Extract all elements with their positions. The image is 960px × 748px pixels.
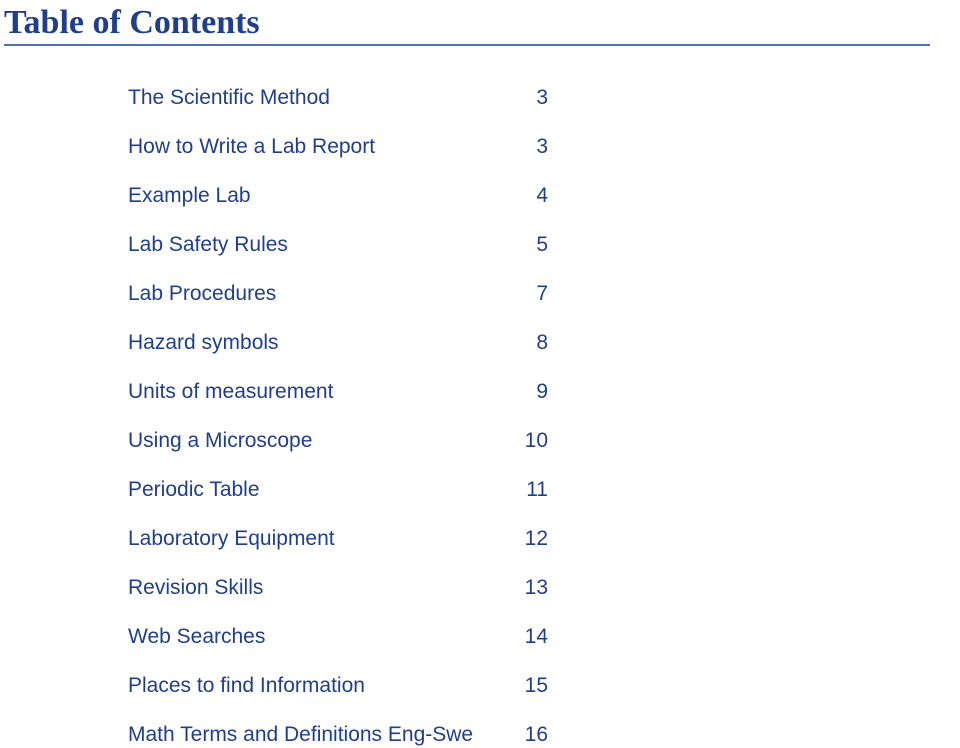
toc-entry-label: The Scientific Method [128,86,330,110]
toc-entry-page: 5 [508,233,548,257]
toc-entry-page: 3 [508,135,548,159]
toc-entry: Laboratory Equipment 12 [128,527,548,551]
toc-entry-label: Using a Microscope [128,429,312,453]
toc-entry: Hazard symbols 8 [128,331,548,355]
toc-entry: Places to find Information 15 [128,674,548,698]
toc-entry: Revision Skills 13 [128,576,548,600]
toc-entry: Example Lab 4 [128,184,548,208]
toc-entry-page: 16 [508,723,548,747]
toc-entry-page: 10 [508,429,548,453]
toc-entry-label: Math Terms and Definitions Eng-Swe [128,723,473,747]
toc-entry: How to Write a Lab Report 3 [128,135,548,159]
toc-entry-label: Lab Procedures [128,282,276,306]
toc-entry-label: Periodic Table [128,478,260,502]
page-title: Table of Contents [4,4,930,44]
toc-entry-page: 9 [508,380,548,404]
toc-entry-page: 7 [508,282,548,306]
toc-entry-page: 14 [508,625,548,649]
toc-entry-page: 15 [508,674,548,698]
toc-entry: Web Searches 14 [128,625,548,649]
toc-entry-label: Units of measurement [128,380,333,404]
toc-entry: Periodic Table 11 [128,478,548,502]
toc-entry-label: How to Write a Lab Report [128,135,375,159]
toc-entry-label: Example Lab [128,184,251,208]
toc-entry: Units of measurement 9 [128,380,548,404]
toc-entry-label: Places to find Information [128,674,365,698]
toc-entry-page: 11 [508,478,548,502]
toc-entry-page: 12 [508,527,548,551]
toc-entry-page: 3 [508,86,548,110]
toc-entry-label: Lab Safety Rules [128,233,288,257]
toc-entry-label: Revision Skills [128,576,263,600]
toc-entry: Using a Microscope 10 [128,429,548,453]
toc-entry: Math Terms and Definitions Eng-Swe 16 [128,723,548,747]
toc-entry-page: 8 [508,331,548,355]
document-page: Table of Contents The Scientific Method 3… [0,0,960,748]
table-of-contents: The Scientific Method3How to Write a Lab… [128,86,548,748]
toc-entry-page: 13 [508,576,548,600]
toc-entry: The Scientific Method 3 [128,86,548,110]
title-underline: Table of Contents [4,4,930,46]
toc-entry-label: Hazard symbols [128,331,279,355]
toc-entry: Lab Procedures 7 [128,282,548,306]
toc-entry-label: Laboratory Equipment [128,527,335,551]
toc-entry-page: 4 [508,184,548,208]
toc-entry: Lab Safety Rules 5 [128,233,548,257]
toc-entry-label: Web Searches [128,625,265,649]
